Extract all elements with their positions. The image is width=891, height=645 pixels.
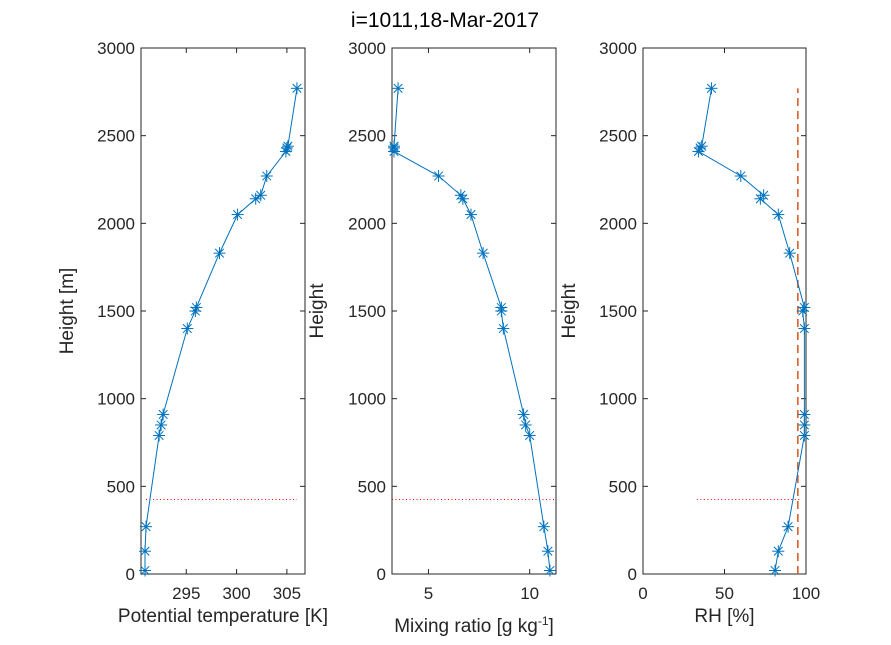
data-point: [798, 429, 811, 442]
data-point: [541, 545, 554, 558]
plot-area-1: [140, 47, 306, 575]
data-point: [523, 429, 536, 442]
x-tick-label: 305: [273, 584, 301, 603]
x-axis-label: Mixing ratio [g kg-1]: [394, 614, 554, 637]
data-point: [432, 169, 445, 182]
data-point: [783, 247, 796, 260]
data-point: [290, 82, 303, 95]
chart-panel-2: 0 500 1000 1500 2000 2500 3000 5 10 Mixing ratio …: [307, 39, 557, 637]
x-tick-label: 100: [792, 584, 820, 603]
x-tick-label: 10: [520, 584, 539, 603]
data-point: [157, 408, 170, 421]
data-point: [495, 301, 508, 314]
y-tick-label: 3000: [97, 39, 135, 58]
series-line: [393, 88, 551, 571]
data-point: [769, 564, 782, 577]
data-point: [281, 140, 294, 153]
data-point: [757, 189, 770, 202]
chart-panel-3: 0 500 1000 1500 2000 2500 3000 0 50 100 RH [%] Heig…: [559, 39, 820, 627]
y-tick-label: 500: [107, 477, 135, 496]
x-axis-label: Potential temperature [K]: [118, 606, 328, 627]
x-tick-label: 295: [172, 584, 200, 603]
y-tick-label: 3000: [599, 39, 637, 58]
chart-panel-1: 0 500 1000 1500 2000 2500 3000 295 300 305 Potenti…: [57, 39, 328, 627]
y-tick-label: 0: [377, 565, 386, 584]
data-point: [537, 520, 550, 533]
data-point: [260, 169, 273, 182]
y-axis-label: Height: [559, 283, 580, 339]
x-tick-label: 300: [222, 584, 250, 603]
data-point: [798, 408, 811, 421]
data-point: [231, 208, 244, 221]
data-point: [798, 322, 811, 335]
x-tick-label: 5: [424, 584, 433, 603]
data-point: [543, 564, 556, 577]
y-tick-label: 500: [358, 477, 386, 496]
series-line: [697, 88, 805, 571]
data-point: [456, 192, 469, 205]
y-tick-label: 1500: [599, 302, 637, 321]
data-point: [388, 140, 401, 153]
y-tick-label: 2500: [348, 127, 386, 146]
data-point: [798, 301, 811, 314]
x-tick-label: 0: [638, 584, 647, 603]
data-point: [213, 247, 226, 260]
y-tick-label: 0: [126, 565, 135, 584]
data-point: [519, 418, 532, 431]
plot-area-2: [391, 47, 557, 575]
x-tick-label: 50: [715, 584, 734, 603]
data-point: [782, 520, 795, 533]
data-point: [705, 82, 718, 95]
y-tick-label: 1000: [599, 390, 637, 409]
y-tick-label: 1000: [348, 390, 386, 409]
data-point: [254, 189, 267, 202]
data-point: [140, 520, 153, 533]
data-point: [734, 169, 747, 182]
y-tick-label: 2000: [348, 214, 386, 233]
y-tick-label: 1500: [348, 302, 386, 321]
series-line: [144, 88, 298, 571]
y-tick-label: 2500: [97, 127, 135, 146]
data-point: [772, 545, 785, 558]
y-tick-label: 2000: [97, 214, 135, 233]
data-point: [517, 408, 530, 421]
x-axis-label: RH [%]: [694, 606, 754, 627]
data-point: [153, 429, 166, 442]
plot-area-3: [642, 47, 807, 575]
data-point: [464, 208, 477, 221]
y-tick-label: 0: [628, 565, 637, 584]
y-tick-label: 3000: [348, 39, 386, 58]
data-point: [454, 189, 467, 202]
data-point: [392, 82, 405, 95]
y-tick-label: 1000: [97, 390, 135, 409]
data-point: [798, 418, 811, 431]
data-point: [477, 247, 490, 260]
figure-title: i=1011,18-Mar-2017: [351, 9, 539, 32]
data-point: [139, 545, 152, 558]
y-axis-label: Height [m]: [57, 268, 78, 355]
y-tick-label: 2500: [599, 127, 637, 146]
data-point: [155, 418, 168, 431]
data-point: [497, 322, 510, 335]
data-point: [695, 140, 708, 153]
data-point: [796, 305, 809, 317]
y-tick-label: 2000: [599, 214, 637, 233]
data-point: [139, 564, 152, 577]
data-point: [190, 301, 203, 314]
data-point: [772, 208, 785, 221]
y-axis-label: Height: [307, 283, 328, 339]
y-tick-label: 1500: [97, 302, 135, 321]
y-tick-label: 500: [609, 477, 637, 496]
data-point: [280, 141, 293, 154]
data-point: [181, 322, 194, 335]
